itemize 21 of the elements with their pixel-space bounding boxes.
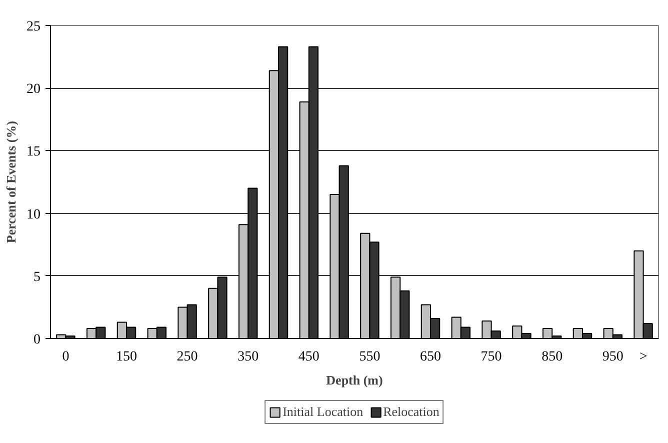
x-tick-label: > xyxy=(639,350,648,364)
x-tick-label: 850 xyxy=(542,350,563,364)
y-axis-title: Percent of Events (%) xyxy=(4,120,18,244)
x-tick-label: 650 xyxy=(420,350,441,364)
x-tick-label: 150 xyxy=(116,350,137,364)
x-tick-label: 950 xyxy=(602,350,624,364)
x-tick-label: 750 xyxy=(480,350,502,364)
y-tick-label: 10 xyxy=(26,207,40,222)
legend-label: Relocation xyxy=(383,404,440,420)
x-tick-label: 250 xyxy=(176,350,198,364)
y-tick-label: 5 xyxy=(34,270,40,285)
x-tick-label: 550 xyxy=(359,350,380,364)
y-tick-label: 0 xyxy=(34,332,40,348)
y-tick-label: 25 xyxy=(26,20,40,34)
x-tick-label: 0 xyxy=(62,350,70,364)
legend-label: Initial Location xyxy=(282,404,364,420)
x-tick-label: 350 xyxy=(238,350,259,364)
y-tick-label: 15 xyxy=(26,144,40,160)
x-tick-label: 450 xyxy=(298,350,320,364)
x-axis-title: Depth (m) xyxy=(326,372,383,388)
y-tick-label: 20 xyxy=(26,82,40,98)
